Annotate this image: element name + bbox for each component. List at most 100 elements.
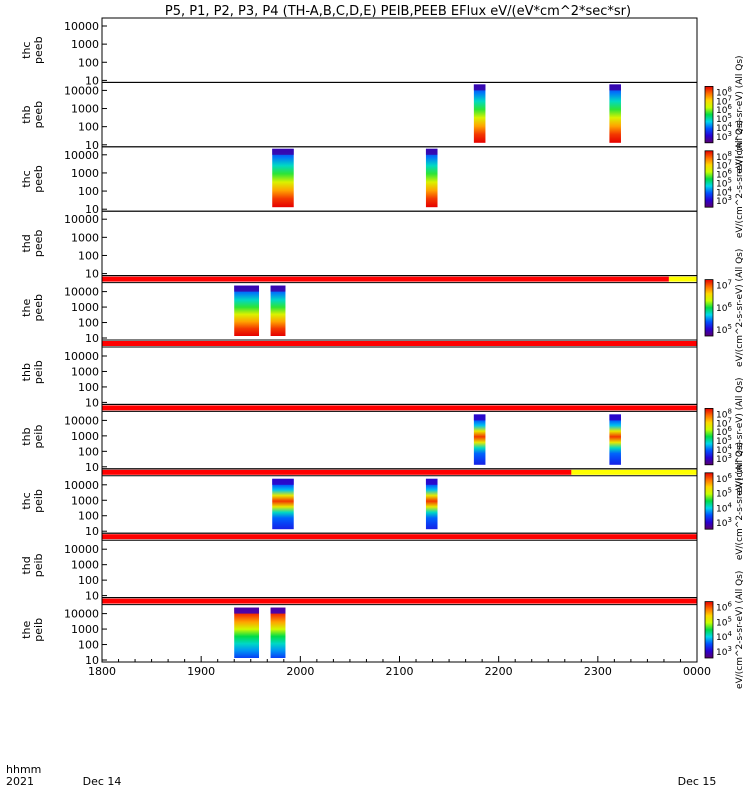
panel-frame <box>101 403 698 470</box>
panel-ylabel: thb peib <box>20 360 45 384</box>
flag-band-segment <box>102 534 697 540</box>
y-tick-label: 10 <box>85 590 99 603</box>
spectrogram-burst-top <box>272 148 294 155</box>
spectrogram-burst-top <box>609 84 621 91</box>
panel-ylabel-line1: thb <box>20 105 33 123</box>
panel-ylabel: the peib <box>20 618 45 642</box>
panel-ylabel: thc peeb <box>20 36 45 64</box>
x-axis-date-start: Dec 14 <box>83 775 122 788</box>
y-tick-label: 100 <box>78 317 99 330</box>
y-tick-label: 1000 <box>71 365 99 378</box>
y-tick-label: 1000 <box>71 103 99 116</box>
time-axis-layer: hhmm 2021 Dec 14 Dec 15 1800 1900 2000 2100… <box>6 656 716 788</box>
colorbar-label: eV/(cm^2-s-sr-eV) (All Qs) <box>735 377 745 495</box>
flag-band-segment <box>668 276 697 282</box>
x-tick-label: 2200 <box>485 665 513 678</box>
colorbar-label: eV/(cm^2-s-sr-eV) (All Qs) <box>735 571 745 689</box>
flag-band-segment <box>102 341 697 346</box>
panel-frame <box>101 597 698 663</box>
spectrogram-burst <box>609 84 621 143</box>
panel-ylabel: thc peeb <box>20 165 45 193</box>
y-tick-label: 10 <box>85 139 99 152</box>
spectrogram-burst <box>609 414 621 465</box>
y-tick-label: 10000 <box>64 479 99 492</box>
x-tick-label: 1900 <box>187 665 215 678</box>
panel-ylabel-line2: peib <box>32 360 45 384</box>
spectrogram-burst-top <box>234 285 260 292</box>
y-tick-label: 100 <box>78 574 99 587</box>
colorbar-label-text: eV/(cm^2-s-sr-eV) (All Qs) <box>735 442 745 560</box>
panel-ylabel-line2: peeb <box>32 36 45 64</box>
colorbar <box>704 472 714 530</box>
flag-band-segment <box>102 405 697 411</box>
panel-frame <box>101 81 698 148</box>
spectrogram-burst <box>272 148 294 208</box>
panel-ylabel-line1: thc <box>20 170 33 187</box>
panel-ylabel-line2: peeb <box>32 230 45 258</box>
y-tick-label: 1000 <box>71 38 99 51</box>
spectrogram-burst <box>425 478 438 530</box>
colorbar-label-text: eV/(cm^2-s-sr-eV) (All Qs) <box>735 120 745 238</box>
colorbar-tick-label: 105 <box>716 615 732 628</box>
spectrogram-burst-top <box>473 414 486 421</box>
panel-ylabel-line1: thd <box>20 234 33 252</box>
colorbar-tick-label: 106 <box>716 472 732 485</box>
spectrogram-burst <box>473 84 486 143</box>
y-tick-label: 10000 <box>64 149 99 162</box>
colorbar-tick-label: 104 <box>716 630 732 643</box>
x-axis-date-end: Dec 15 <box>678 775 717 788</box>
spectrogram-burst-top <box>425 478 438 485</box>
x-tick-label: 1800 <box>88 665 116 678</box>
spectrogram-burst-top <box>609 414 621 421</box>
y-tick-label: 10 <box>85 654 99 667</box>
panel-ylabel: thb peib <box>20 425 45 449</box>
spectrogram-burst <box>270 285 286 336</box>
y-tick-label: 10000 <box>64 350 99 363</box>
colorbar <box>704 601 714 659</box>
y-tick-label: 10000 <box>64 84 99 97</box>
colorbar-tick-label: 104 <box>716 501 732 514</box>
colorbar-label-text: eV/(cm^2-s-sr-eV) (All Qs) <box>735 571 745 689</box>
flag-band-segment <box>102 276 669 282</box>
panel-ylabel-line2: peeb <box>32 294 45 322</box>
y-tick-label: 1000 <box>71 494 99 507</box>
panel-ylabel-line1: thc <box>20 492 33 509</box>
y-tick-label: 10 <box>85 461 99 474</box>
colorbar-tick-label: 105 <box>716 323 732 336</box>
colorbar-label-text: eV/(cm^2-s-sr-eV) (All Qs) <box>735 377 745 495</box>
x-tick-label: 0000 <box>683 665 711 678</box>
y-tick-label: 100 <box>78 639 99 652</box>
colorbar-tick-label: 105 <box>716 487 732 500</box>
spectrogram-burst-top <box>425 148 438 155</box>
y-tick-label: 10000 <box>64 543 99 556</box>
y-tick-label: 10000 <box>64 608 99 621</box>
spectrogram-burst-top <box>272 478 294 485</box>
panel-ylabel-line2: peib <box>32 489 45 513</box>
panel-ylabel-line1: thb <box>20 427 33 445</box>
panel-ylabel-line2: peeb <box>32 165 45 193</box>
y-tick-label: 100 <box>78 249 99 262</box>
flag-band-segment <box>102 469 572 475</box>
spectrogram-burst-top <box>270 285 286 292</box>
colorbar-tick-label: 103 <box>716 516 732 529</box>
spectrogram-burst <box>473 414 486 465</box>
flag-band-segment <box>571 469 697 475</box>
panel-ylabel: the peeb <box>20 294 45 322</box>
y-tick-label: 100 <box>78 185 99 198</box>
flag-band-segment <box>102 598 697 604</box>
colorbar <box>704 86 714 144</box>
colorbar-tick-label: 107 <box>716 279 732 292</box>
panel-ylabel-line1: the <box>20 621 33 639</box>
y-tick-label: 10000 <box>64 414 99 427</box>
y-tick-label: 1000 <box>71 231 99 244</box>
panel-frame <box>101 17 698 83</box>
y-tick-label: 100 <box>78 56 99 69</box>
panel-ylabel-line1: thd <box>20 556 33 574</box>
panel-ylabel: thd peib <box>20 553 45 577</box>
panel-ylabel-line2: peeb <box>32 101 45 129</box>
spectrogram-burst-top <box>234 607 260 614</box>
x-axis-left-label-hhmm: hhmm <box>6 763 41 776</box>
y-tick-label: 100 <box>78 445 99 458</box>
